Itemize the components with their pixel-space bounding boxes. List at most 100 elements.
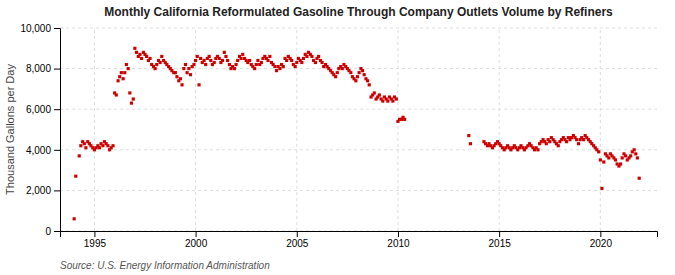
tick: 2010 (387, 231, 410, 249)
point (619, 162, 622, 165)
point (122, 77, 125, 80)
grid-line (499, 28, 500, 231)
point (607, 156, 610, 159)
point (599, 158, 602, 161)
tick-mark (54, 231, 60, 232)
point (548, 140, 551, 143)
point (378, 93, 381, 96)
point (101, 144, 104, 147)
axis-line (54, 29, 61, 232)
grid-line (397, 28, 398, 231)
tick-label: 1995 (84, 238, 107, 249)
point (204, 63, 207, 66)
point (300, 61, 303, 64)
point (128, 91, 131, 94)
tick-label: 4,000 (26, 145, 51, 156)
point (356, 75, 359, 78)
point (228, 63, 231, 66)
point (145, 55, 148, 58)
tick-mark (54, 190, 60, 191)
tick: 0 (45, 226, 60, 237)
point (366, 79, 369, 82)
tick: 4,000 (26, 145, 60, 156)
grid-line (60, 28, 657, 29)
title: Monthly California Reformulated Gasoline… (104, 5, 613, 19)
point (224, 55, 227, 58)
point (189, 73, 192, 76)
point (636, 156, 639, 159)
tick-label: 2005 (286, 238, 309, 249)
chart-container: 19952000200520102015202002,0004,0006,000… (0, 0, 675, 275)
point (302, 57, 305, 60)
point (192, 63, 195, 66)
point (354, 79, 357, 82)
point (120, 71, 123, 74)
point (386, 99, 389, 102)
point (469, 142, 472, 145)
point (194, 59, 197, 62)
point (130, 102, 133, 105)
point (294, 65, 297, 68)
grid-line (94, 28, 95, 231)
tick-label: 0 (45, 226, 51, 237)
point (155, 63, 158, 66)
point (248, 59, 251, 62)
tick: 6,000 (26, 104, 60, 115)
tick-label: 2000 (185, 238, 208, 249)
y-axis: 02,0004,0006,0008,00010,000 (20, 23, 60, 237)
point (175, 75, 178, 78)
point (74, 175, 77, 178)
point (221, 59, 224, 62)
source: Source: U.S. Energy Information Administ… (60, 260, 270, 271)
point (536, 148, 539, 151)
point (213, 61, 216, 64)
grid-line (195, 28, 196, 231)
point (368, 83, 371, 86)
tick-mark (54, 28, 60, 29)
point (285, 59, 288, 62)
point (282, 65, 285, 68)
point (363, 73, 366, 76)
point (310, 55, 313, 58)
tick-label: 6,000 (26, 104, 51, 115)
point (600, 187, 603, 190)
point (233, 67, 236, 70)
point (260, 61, 263, 64)
point (234, 63, 237, 66)
point (255, 63, 258, 66)
point (575, 138, 578, 141)
point (236, 59, 239, 62)
point (118, 75, 121, 78)
tick: 8,000 (26, 63, 60, 74)
point (381, 99, 384, 102)
tick: 2,000 (26, 185, 60, 196)
tick-mark (398, 231, 399, 237)
point (241, 53, 244, 56)
point (111, 144, 114, 147)
point (196, 55, 199, 58)
point (199, 57, 202, 60)
point (624, 154, 627, 157)
point (187, 67, 190, 70)
point (602, 160, 605, 163)
point (614, 158, 617, 161)
point (203, 59, 206, 62)
point (148, 57, 151, 60)
chart: 19952000200520102015202002,0004,0006,000… (0, 0, 675, 275)
point (226, 59, 229, 62)
point (208, 55, 211, 58)
tick-label: 2,000 (26, 185, 51, 196)
grid-line (60, 68, 657, 69)
grid-line (60, 109, 657, 110)
point (634, 152, 637, 155)
tick-mark (297, 231, 298, 237)
point (160, 55, 163, 58)
point (79, 144, 82, 147)
point (403, 118, 406, 121)
point (545, 142, 548, 145)
point (125, 63, 128, 66)
points (73, 47, 641, 221)
point (256, 59, 259, 62)
point (275, 69, 278, 72)
tick-label: 8,000 (26, 63, 51, 74)
